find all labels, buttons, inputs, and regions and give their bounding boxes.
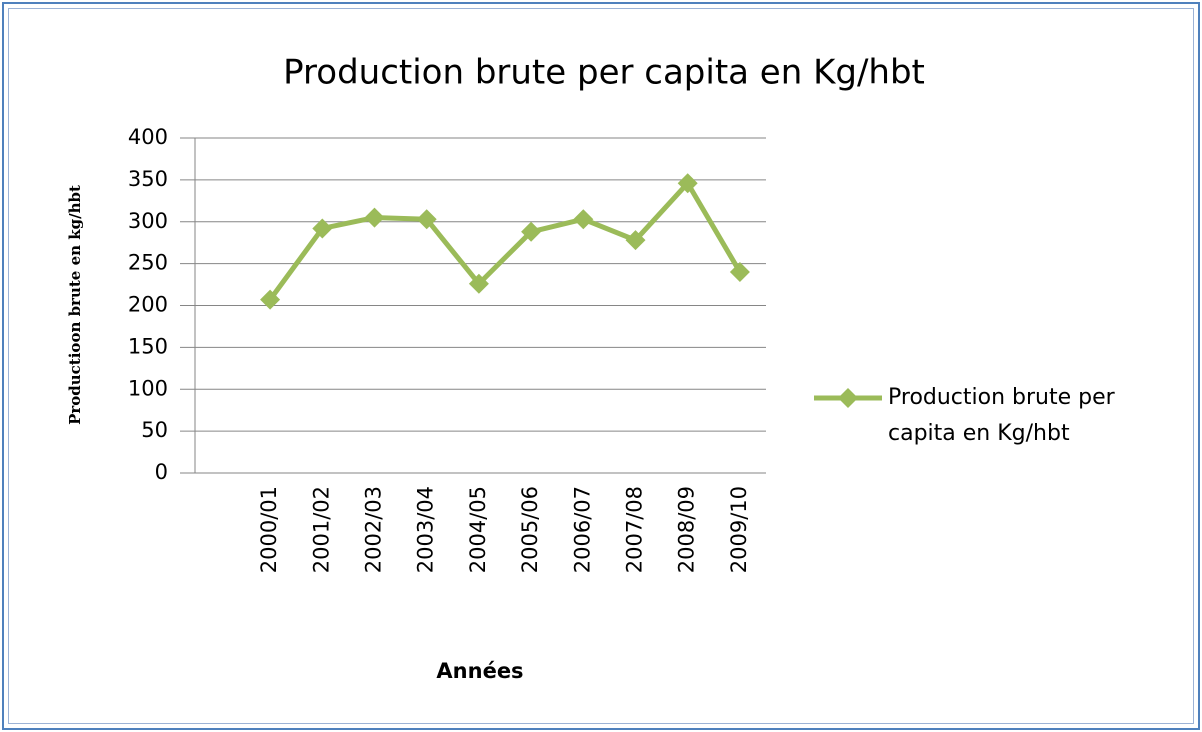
data-point [260,289,281,310]
x-tick-label: 2006/07 [570,486,594,573]
data-point [573,209,594,230]
data-point [364,207,385,228]
data-point [468,273,489,294]
y-tick-label: 0 [155,460,168,484]
y-tick-label: 50 [141,418,168,442]
x-tick-label: 2000/01 [257,486,281,573]
x-tick-label: 2002/03 [362,486,386,573]
data-point [625,230,646,251]
x-tick-label: 2008/09 [675,486,699,573]
y-tick-label: 350 [128,167,168,191]
y-tick-label: 200 [128,293,168,317]
data-point [312,218,333,239]
y-tick-label: 300 [128,209,168,233]
y-tick-label: 250 [128,251,168,275]
data-point [521,221,542,242]
y-tick-label: 150 [128,334,168,358]
x-tick-label: 2009/10 [727,486,751,573]
data-point [416,209,437,230]
x-tick-label: 2007/08 [623,486,647,573]
data-point [677,173,698,194]
x-tick-label: 2004/05 [466,486,490,573]
legend-marker [838,388,858,408]
x-tick-label: 2001/02 [309,486,333,573]
x-tick-label: 2003/04 [414,486,438,573]
x-axis-title: Années [436,659,523,683]
x-tick-label: 2005/06 [518,486,542,573]
series-line [268,180,743,302]
y-tick-label: 400 [128,125,168,149]
y-axis-title: Productioon brute en kg/hbt [66,185,84,425]
y-tick-label: 100 [128,376,168,400]
legend-label: Production brute per capita en Kg/hbt [888,385,1115,446]
data-point [729,262,750,282]
chart-title: Production brute per capita en Kg/hbt [283,53,925,93]
